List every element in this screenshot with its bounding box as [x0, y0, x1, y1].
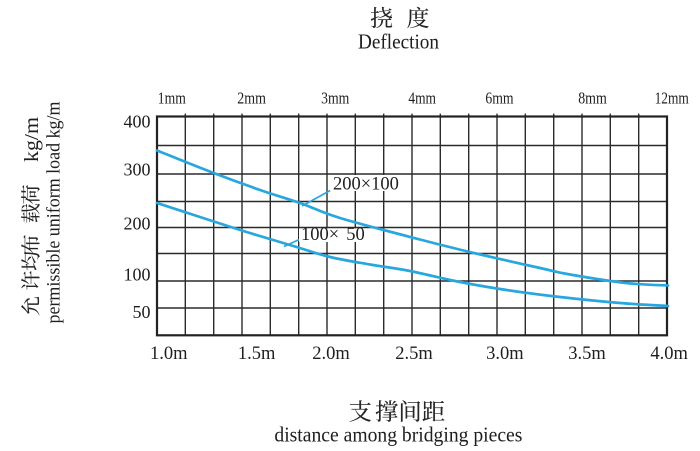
svg-text:1mm: 1mm [158, 89, 186, 108]
svg-text:4mm: 4mm [408, 89, 436, 108]
svg-text:1.5m: 1.5m [238, 344, 276, 364]
svg-text:2mm: 2mm [237, 89, 266, 108]
svg-text:2.5m: 2.5m [395, 344, 433, 364]
svg-text:400: 400 [124, 112, 151, 132]
svg-text:2.0m: 2.0m [312, 344, 350, 364]
svg-text:3mm: 3mm [321, 89, 349, 108]
svg-text:3.0m: 3.0m [486, 344, 524, 364]
svg-text:distance among bridging pieces: distance among bridging pieces [274, 423, 522, 447]
svg-text:100×50: 100× 50 [301, 225, 365, 245]
svg-text:50: 50 [133, 302, 151, 322]
svg-text:permissible uniform load kg/m: permissible uniform load kg/m [45, 101, 65, 324]
svg-text:300: 300 [124, 160, 151, 180]
svg-text:kg/m: kg/m [21, 117, 43, 162]
svg-text:Deflection: Deflection [358, 30, 439, 54]
svg-text:12mm: 12mm [655, 89, 689, 108]
svg-text:1.0m: 1.0m [150, 344, 188, 364]
svg-text:200×100: 200×100 [333, 175, 399, 195]
svg-text:6mm: 6mm [485, 89, 513, 108]
svg-text:4.0m: 4.0m [650, 344, 688, 364]
svg-text:100: 100 [124, 265, 151, 285]
svg-text:8mm: 8mm [578, 89, 607, 108]
svg-text:3.5m: 3.5m [568, 344, 606, 364]
svg-text:200: 200 [124, 214, 151, 234]
